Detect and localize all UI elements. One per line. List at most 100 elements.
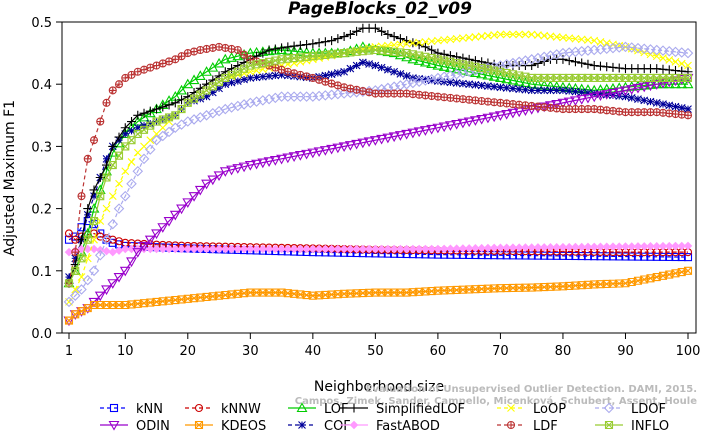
data-point	[552, 251, 561, 260]
data-point	[144, 235, 156, 246]
data-point	[426, 58, 438, 69]
data-point	[584, 36, 592, 44]
data-point	[414, 244, 424, 254]
data-point	[352, 61, 361, 70]
data-point	[484, 31, 492, 40]
data-point	[558, 242, 568, 252]
data-point	[452, 244, 461, 253]
data-point	[114, 80, 124, 89]
data-point	[77, 244, 86, 254]
data-point	[438, 61, 450, 71]
data-point	[521, 85, 530, 94]
data-point	[346, 244, 355, 254]
x-tick-label: 40	[305, 344, 322, 359]
data-point	[164, 100, 174, 110]
data-point	[288, 152, 300, 162]
data-point	[457, 67, 469, 79]
data-point	[120, 244, 130, 254]
data-point	[227, 244, 236, 254]
legend-item-simplifiedlof: SimplifiedLOF	[340, 402, 465, 417]
data-point	[232, 50, 244, 61]
data-point	[121, 167, 130, 176]
data-point	[445, 70, 456, 81]
data-point	[657, 45, 669, 56]
legend-item-ldof: LDOF	[595, 402, 666, 417]
data-point	[345, 29, 355, 39]
data-point	[677, 103, 686, 112]
series-line	[68, 33, 689, 303]
data-point	[663, 78, 675, 89]
data-point	[514, 243, 524, 252]
data-point	[501, 110, 513, 120]
data-point	[145, 144, 156, 155]
data-point	[590, 252, 599, 261]
data-point	[132, 248, 144, 258]
data-point	[146, 119, 155, 128]
series-line	[68, 46, 689, 303]
legend-label: kNNW	[221, 402, 261, 417]
data-point	[657, 78, 669, 89]
data-point	[215, 84, 223, 93]
data-point	[596, 252, 605, 261]
data-point	[107, 279, 119, 289]
data-point	[457, 118, 469, 129]
data-point	[527, 61, 537, 71]
data-point	[427, 45, 437, 55]
data-point	[534, 86, 542, 95]
data-point	[120, 123, 130, 133]
data-point	[226, 52, 238, 62]
data-point	[683, 266, 693, 275]
data-point	[107, 218, 119, 230]
data-point	[488, 112, 500, 123]
data-point	[319, 146, 331, 156]
data-point	[127, 126, 136, 135]
data-point	[459, 34, 467, 43]
data-point	[383, 89, 392, 98]
data-point	[151, 134, 162, 146]
data-point	[402, 72, 411, 80]
data-point	[296, 244, 305, 254]
data-point	[270, 92, 281, 104]
data-point	[595, 61, 605, 71]
data-point	[108, 192, 117, 201]
data-point	[298, 421, 306, 429]
data-point	[671, 252, 680, 262]
data-point	[559, 86, 567, 95]
data-point	[571, 251, 580, 261]
data-point	[570, 57, 580, 67]
data-point	[71, 254, 80, 263]
data-point	[633, 242, 643, 251]
data-point	[421, 38, 430, 46]
data-point	[520, 55, 531, 66]
data-point	[252, 244, 261, 254]
data-point	[533, 58, 543, 68]
data-point	[114, 151, 124, 160]
data-point	[333, 244, 343, 254]
data-point	[219, 167, 231, 177]
legend-label: LDOF	[631, 402, 666, 417]
legend-label: KDEOS	[221, 419, 266, 434]
data-point	[238, 99, 250, 110]
data-point	[683, 73, 693, 83]
data-point	[608, 252, 618, 261]
data-point	[127, 158, 136, 166]
data-point	[332, 143, 344, 154]
legend-label: COF	[324, 419, 351, 434]
data-point	[589, 242, 599, 252]
data-point	[314, 38, 324, 48]
data-point	[502, 84, 511, 92]
data-point	[609, 91, 617, 100]
data-point	[176, 119, 187, 130]
data-point	[551, 100, 563, 110]
data-point	[257, 95, 269, 106]
data-point	[684, 105, 692, 113]
data-point	[613, 87, 625, 98]
data-point	[658, 252, 668, 261]
data-point	[208, 244, 218, 254]
data-point	[677, 59, 686, 68]
data-point	[627, 242, 637, 251]
data-point	[396, 244, 405, 254]
watermark-line2: Campos, Zimek, Sander, Campello, Micenko…	[295, 395, 697, 407]
data-point	[270, 44, 280, 54]
